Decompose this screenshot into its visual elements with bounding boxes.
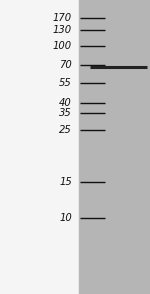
Text: 40: 40 xyxy=(59,98,72,108)
Text: 170: 170 xyxy=(53,13,72,23)
Text: 10: 10 xyxy=(59,213,72,223)
Text: 55: 55 xyxy=(59,78,72,88)
Text: 35: 35 xyxy=(59,108,72,118)
Text: 130: 130 xyxy=(53,25,72,35)
Bar xyxy=(79,0,150,294)
Text: 100: 100 xyxy=(53,41,72,51)
Bar xyxy=(0,0,79,294)
Text: 15: 15 xyxy=(59,177,72,187)
Text: 70: 70 xyxy=(59,60,72,70)
Text: 25: 25 xyxy=(59,125,72,135)
